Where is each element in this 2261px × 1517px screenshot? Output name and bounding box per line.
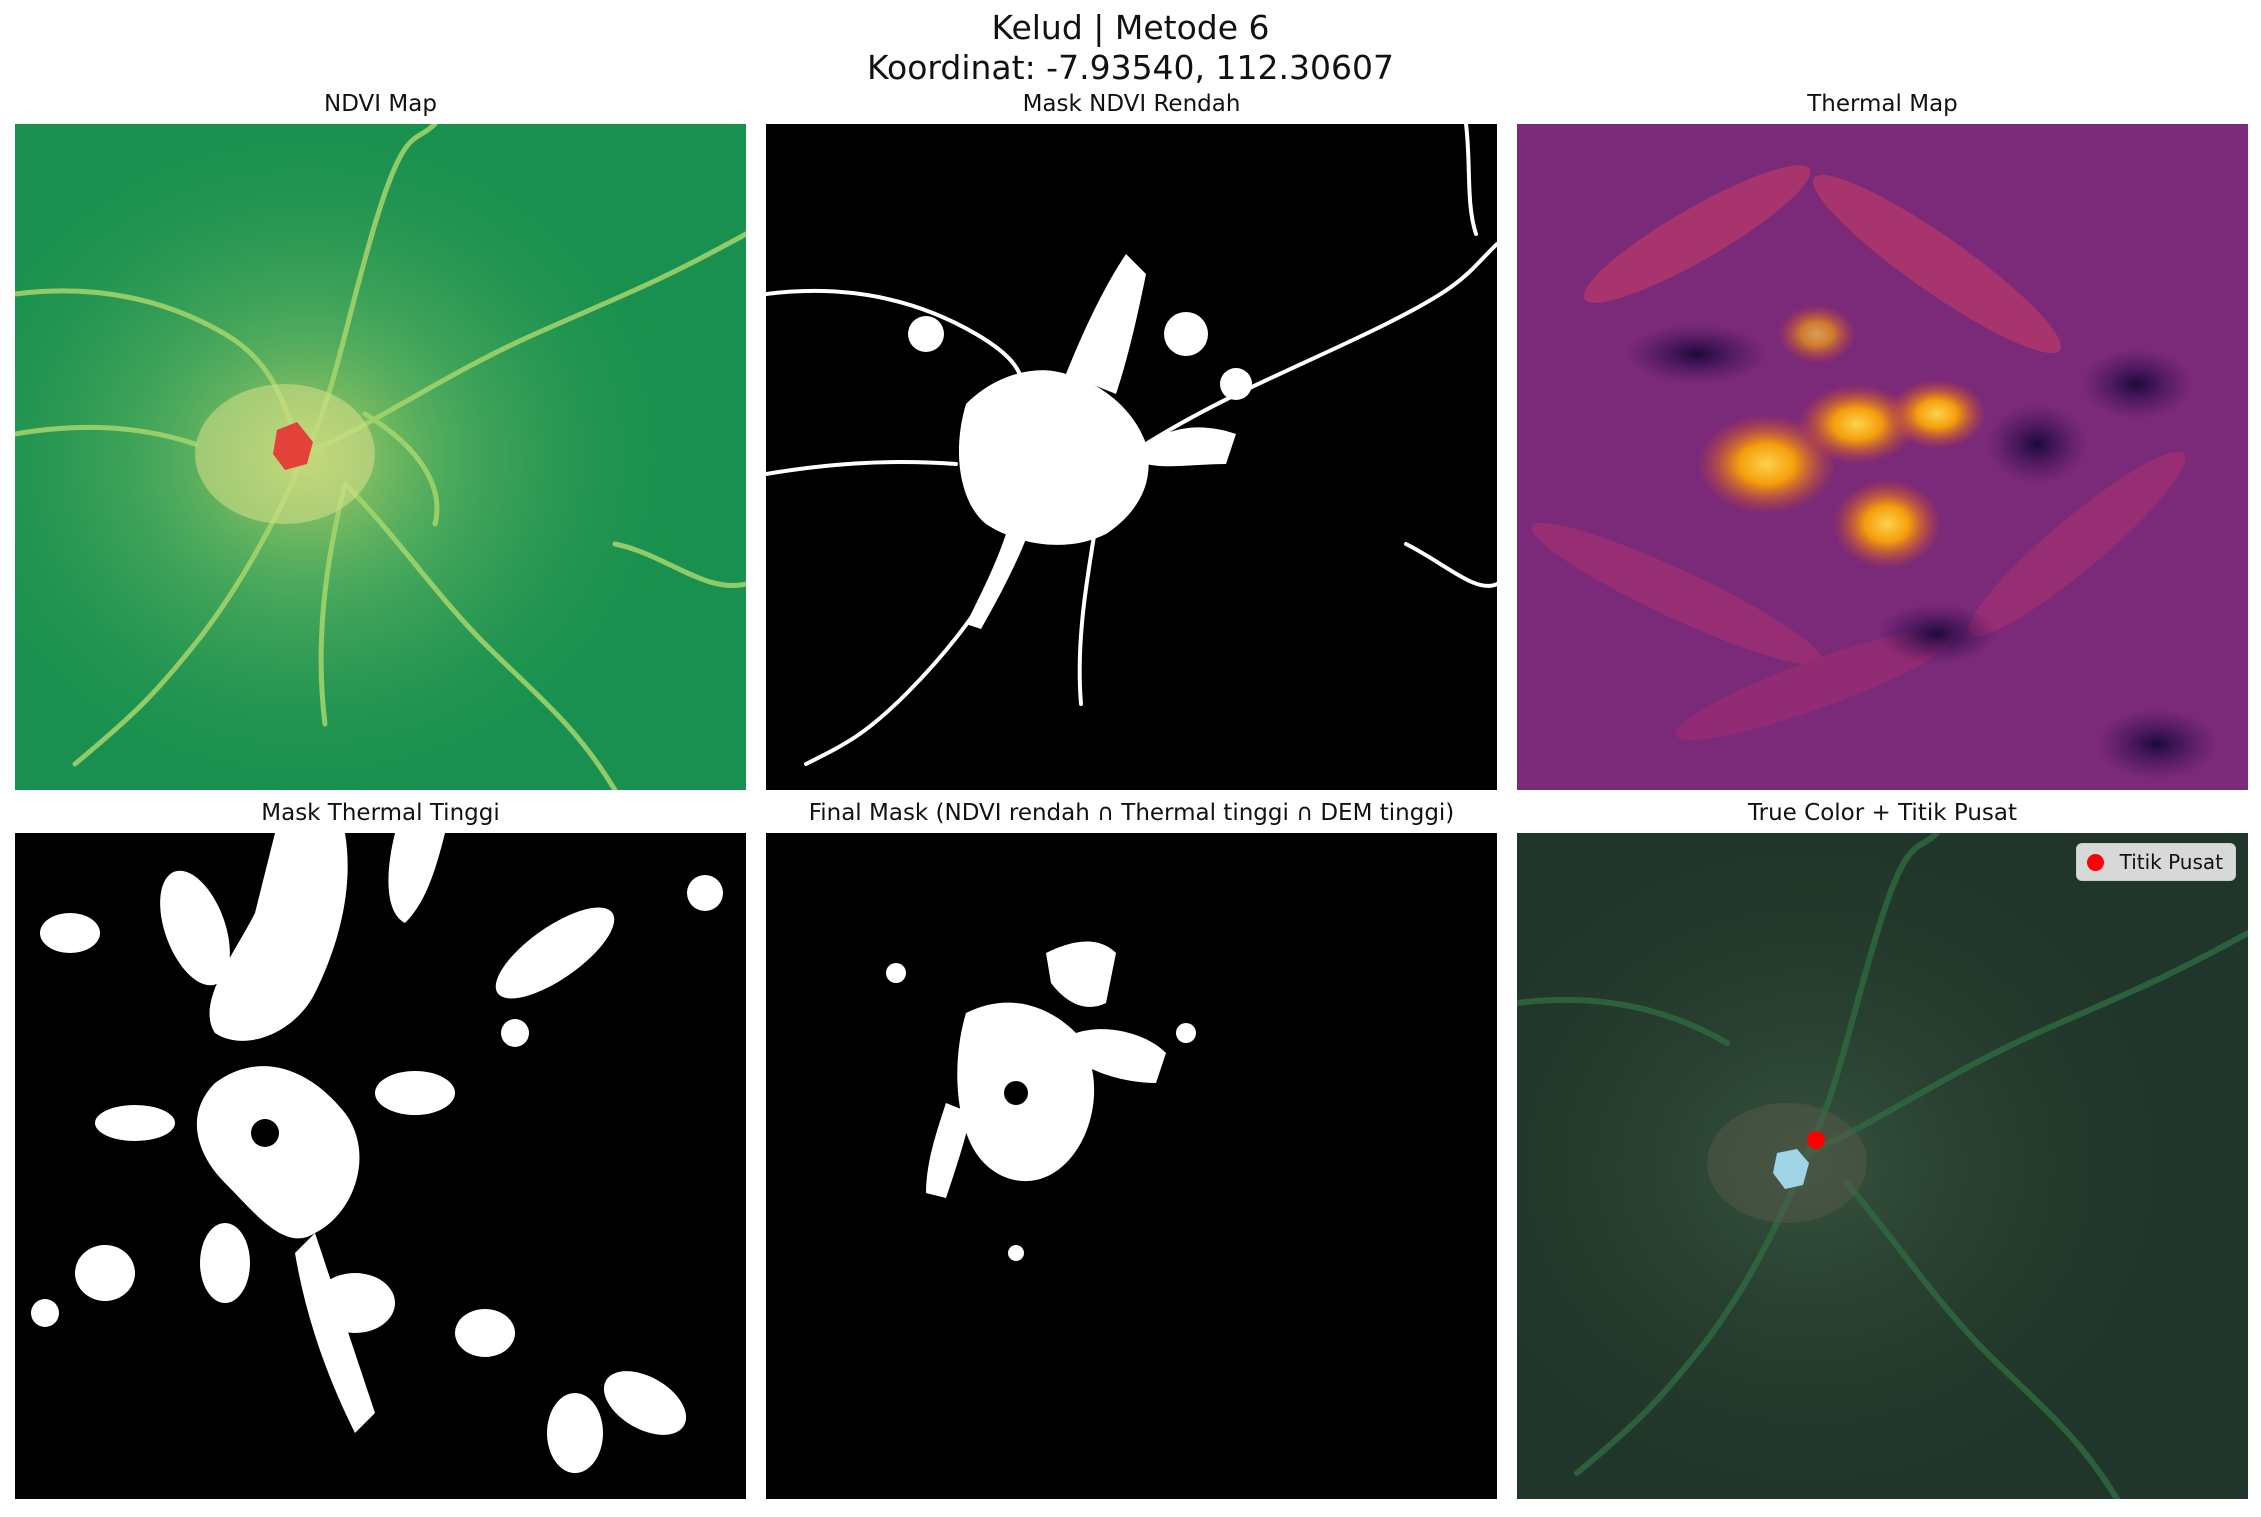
panel-title-true-color: True Color + Titik Pusat <box>1747 800 2017 826</box>
figure-title-line-1: Kelud | Metode 6 <box>991 8 1270 47</box>
legend-marker-icon <box>2086 853 2104 871</box>
mask-thermal-tinggi-image <box>15 833 746 1499</box>
final-mask-image <box>766 833 1497 1499</box>
figure-title-line-2: Koordinat: -7.93540, 112.30607 <box>867 48 1394 87</box>
true-color-image: Titik Pusat <box>1517 833 2248 1499</box>
ndvi-map-image <box>15 124 746 790</box>
center-point-marker <box>1807 1131 1825 1149</box>
legend-label: Titik Pusat <box>2119 850 2223 874</box>
mask-ndvi-rendah-image <box>766 124 1497 790</box>
legend: Titik Pusat <box>2075 843 2236 881</box>
thermal-map-image <box>1517 124 2248 790</box>
panel-title-ndvi-map: NDVI Map <box>324 91 437 117</box>
panel-title-mask-ndvi: Mask NDVI Rendah <box>1022 91 1241 117</box>
panel-title-final-mask: Final Mask (NDVI rendah ∩ Thermal tinggi… <box>808 800 1455 826</box>
panel-title-mask-thermal: Mask Thermal Tinggi <box>261 800 500 826</box>
panel-title-thermal-map: Thermal Map <box>1807 91 1958 117</box>
